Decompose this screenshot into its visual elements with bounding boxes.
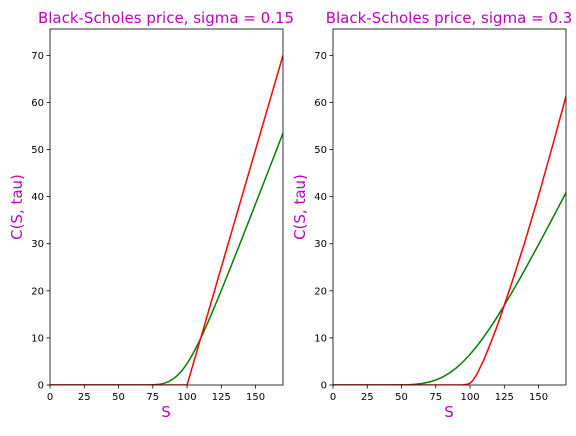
plot-area: 0 25 50 75 100 125 150 0 10 20 30 40 50 60 70 xyxy=(31,28,284,403)
y-tick-label: 20 xyxy=(314,286,327,297)
series-line-0 xyxy=(50,132,283,385)
y-tick-label: 0 xyxy=(321,381,327,392)
x-tick-label: 0 xyxy=(47,392,53,403)
chart-title: Black-Scholes price, sigma = 0.3 xyxy=(326,9,573,27)
x-tick-label: 125 xyxy=(495,392,514,403)
x-tick-label: 75 xyxy=(429,392,442,403)
y-tick-label: 10 xyxy=(314,333,327,344)
x-tick-label: 100 xyxy=(461,392,480,403)
y-tick-label: 50 xyxy=(314,145,327,156)
axes-frame xyxy=(332,28,567,386)
y-tick-label: 50 xyxy=(31,145,44,156)
y-tick-label: 30 xyxy=(31,239,44,250)
x-axis-label: S xyxy=(444,403,454,421)
axes-frame xyxy=(49,28,284,386)
x-tick-label: 25 xyxy=(361,392,374,403)
x-tick-label: 75 xyxy=(146,392,159,403)
y-tick-label: 10 xyxy=(31,333,44,344)
series-line-0 xyxy=(333,192,566,385)
y-tick-label: 60 xyxy=(31,98,44,109)
x-tick-label: 0 xyxy=(330,392,336,403)
y-tick-label: 70 xyxy=(314,51,327,62)
x-axis-label: S xyxy=(161,403,171,421)
x-tick-label: 50 xyxy=(112,392,125,403)
x-tick-label: 150 xyxy=(529,392,548,403)
x-tick-label: 25 xyxy=(78,392,91,403)
x-tick-label: 50 xyxy=(395,392,408,403)
chart-sigma-015: Black-Scholes price, sigma = 0.15 0 25 50 7… xyxy=(8,9,294,421)
y-axis-label: C(S, tau) xyxy=(8,174,26,240)
y-tick-label: 30 xyxy=(314,239,327,250)
x-tick-label: 125 xyxy=(212,392,231,403)
x-tick-label: 150 xyxy=(246,392,265,403)
chart-title: Black-Scholes price, sigma = 0.15 xyxy=(38,9,294,27)
y-axis-label: C(S, tau) xyxy=(291,174,309,240)
chart-sigma-03: Black-Scholes price, sigma = 0.3 0 25 50 75… xyxy=(291,9,572,421)
plot-area: 0 25 50 75 100 125 150 0 10 20 30 40 50 60 70 xyxy=(314,28,567,403)
x-tick-label: 100 xyxy=(178,392,197,403)
series-line-1 xyxy=(50,55,283,385)
y-tick-label: 20 xyxy=(31,286,44,297)
y-tick-label: 40 xyxy=(314,192,327,203)
y-tick-label: 60 xyxy=(314,98,327,109)
y-tick-label: 70 xyxy=(31,51,44,62)
y-tick-label: 40 xyxy=(31,192,44,203)
y-tick-label: 0 xyxy=(38,381,44,392)
